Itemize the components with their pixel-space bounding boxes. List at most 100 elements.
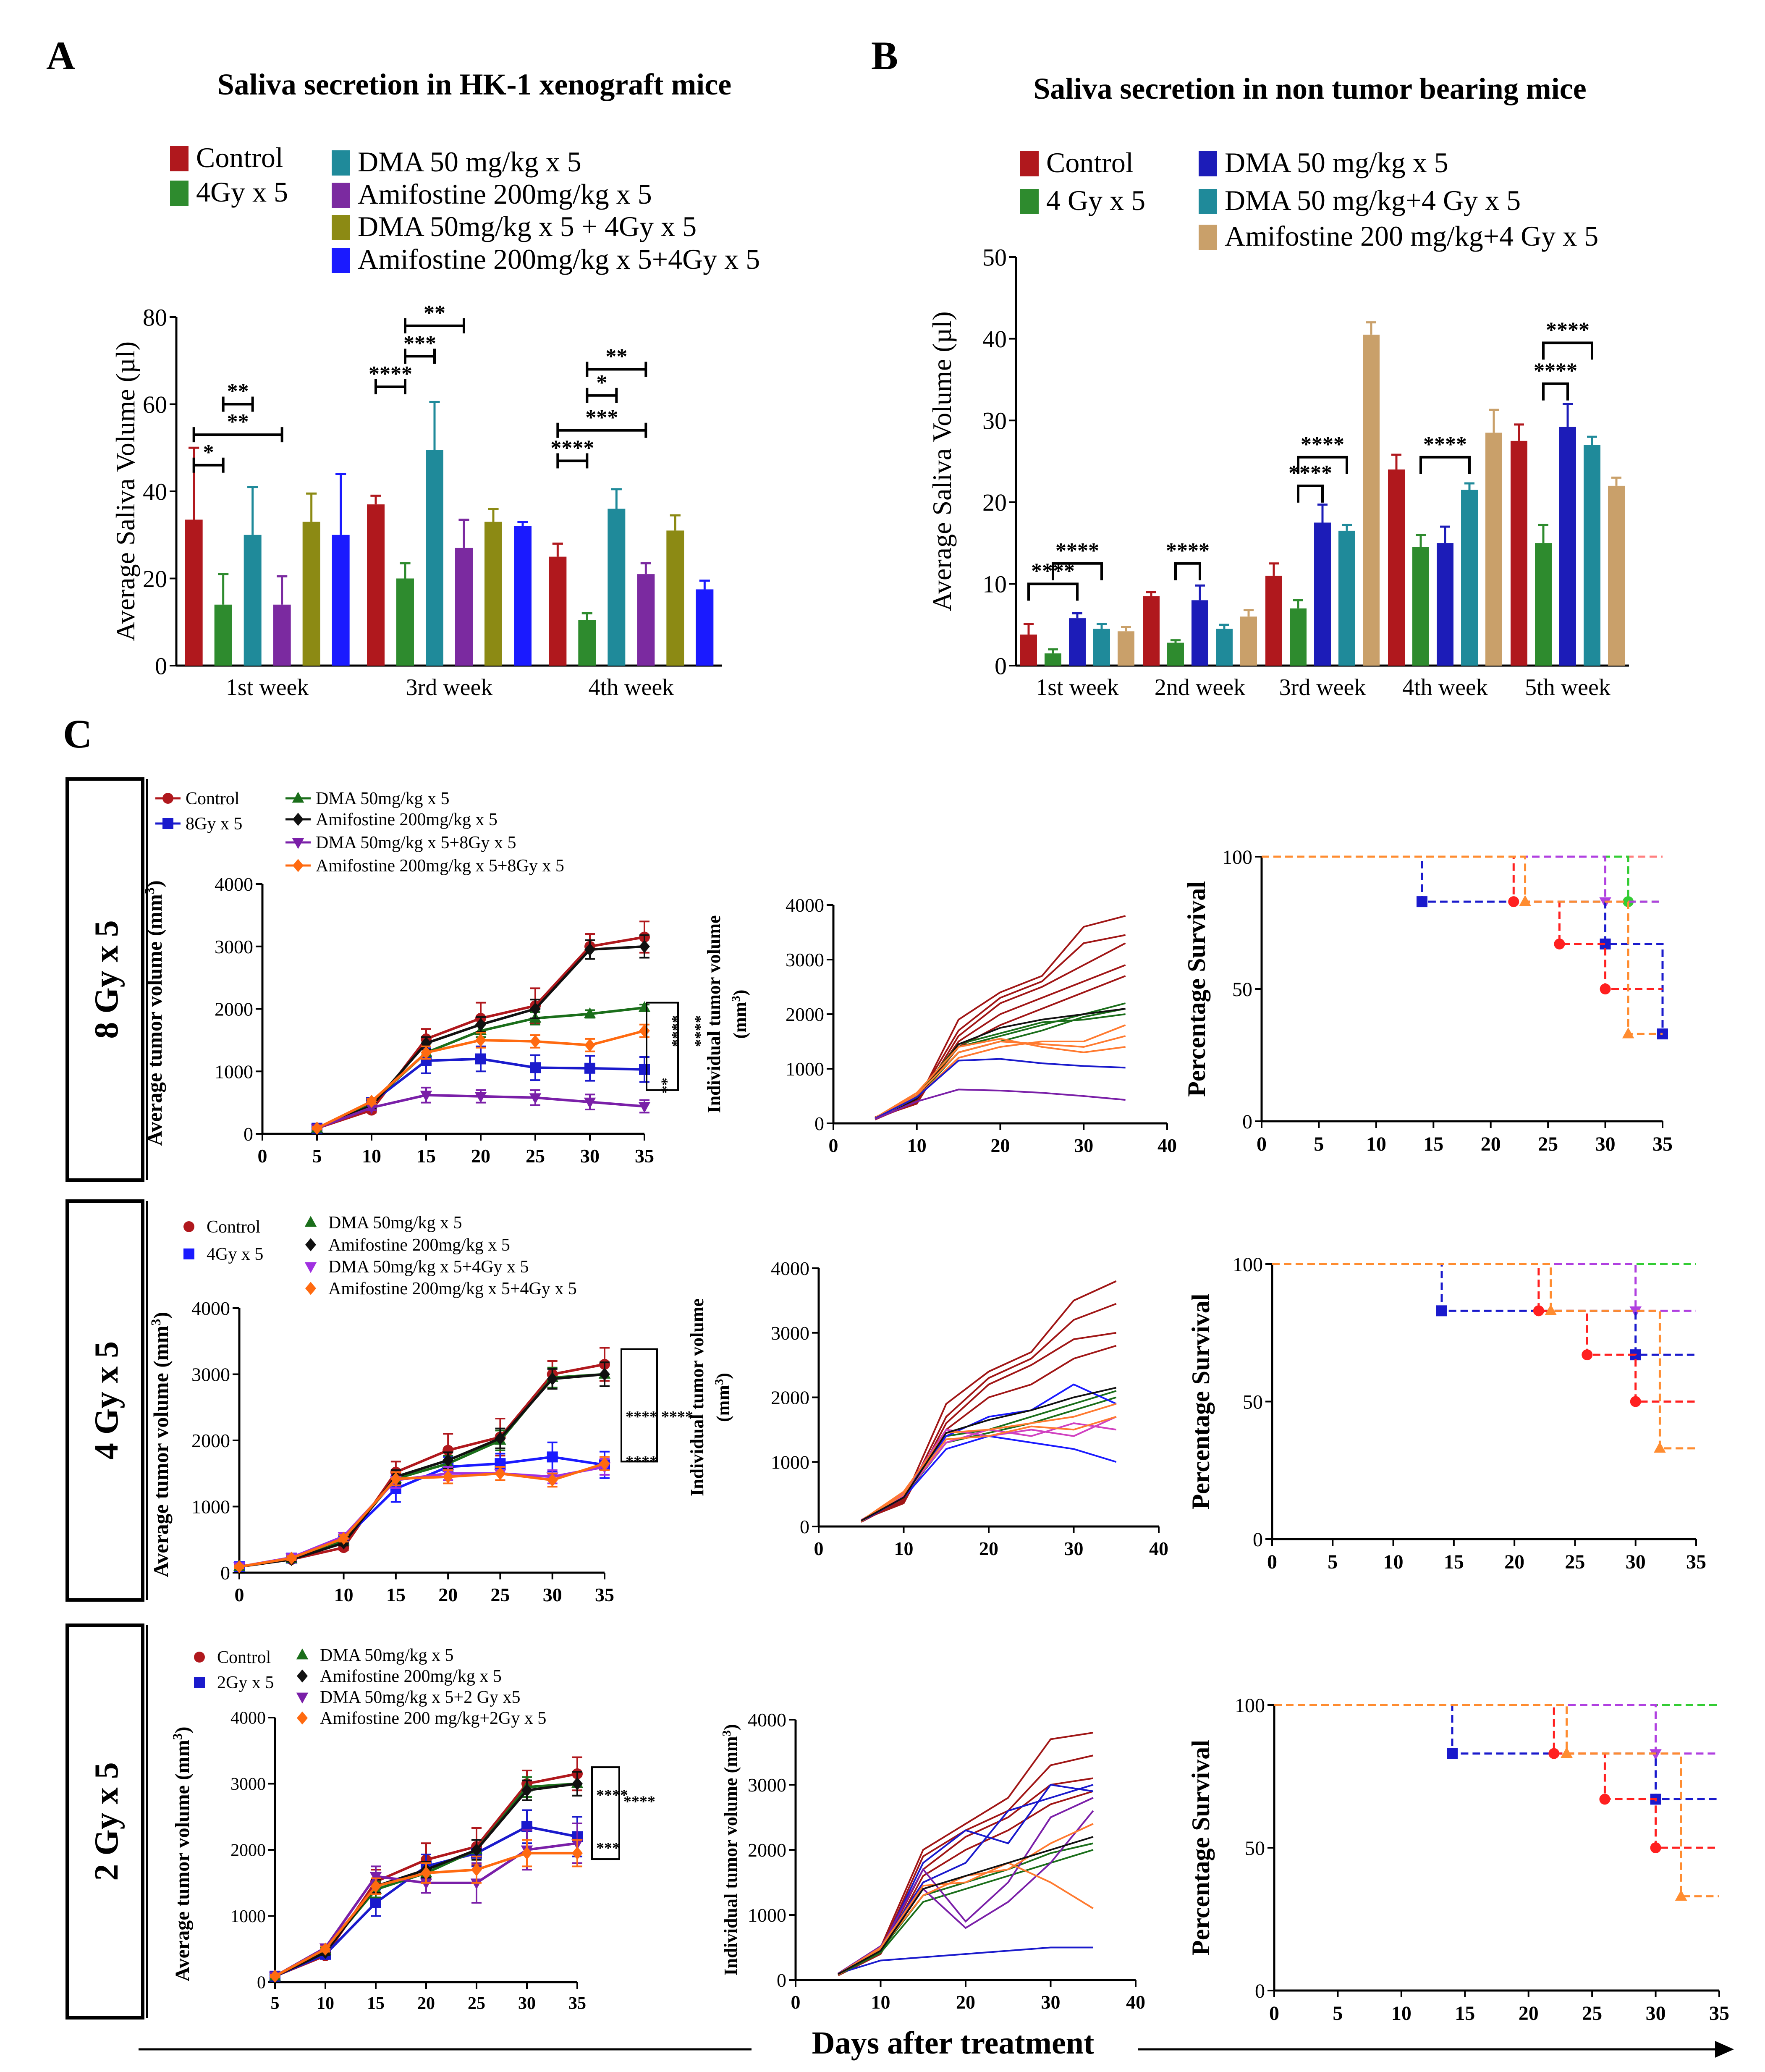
individual-tumor-chart-xtick-label: 30 — [1064, 1538, 1084, 1559]
bar-chart-ytick-label: 20 — [982, 489, 1007, 516]
legend-marker — [297, 1669, 308, 1683]
data-marker — [547, 1473, 558, 1487]
significance-label: ** — [605, 345, 627, 369]
significance-label: **** — [1166, 539, 1210, 563]
individual-line — [875, 1008, 1126, 1120]
significance-label: **** — [626, 1408, 657, 1426]
bar-chart-ytick-label: 0 — [155, 652, 167, 679]
avg-tumor-chart-xtick-label: 25 — [490, 1584, 510, 1605]
regimen-row-label: 8 Gy x 5 — [88, 920, 125, 1039]
individual-tumor-chart-ytick-label: 1000 — [748, 1904, 786, 1926]
data-marker — [529, 1093, 542, 1104]
survival-chart-xtick-label: 25 — [1582, 2002, 1602, 2025]
censor-marker — [1548, 1748, 1560, 1759]
survival-curve — [1272, 1263, 1696, 1403]
legend-swatch — [1020, 151, 1039, 176]
individual-tumor-chart-ytick-label: 1000 — [786, 1058, 824, 1080]
individual-line — [861, 1303, 1117, 1521]
legend-label: DMA 50mg/kg x 5 — [320, 1646, 454, 1665]
data-marker — [638, 1102, 651, 1113]
individual-line — [861, 1280, 1117, 1522]
legend-label: 4Gy x 5 — [196, 176, 288, 208]
survival-chart-ytick-label: 0 — [1253, 1529, 1263, 1551]
category-label: 4th week — [588, 674, 674, 700]
significance-label: **** — [687, 1015, 704, 1047]
individual-line — [838, 1836, 1094, 1975]
survival-chart-xtick-label: 5 — [1333, 2002, 1343, 2025]
data-marker — [369, 1872, 382, 1883]
legend-swatch — [1199, 189, 1217, 214]
legend-marker — [305, 1282, 316, 1295]
significance-label: **** — [1055, 539, 1099, 563]
bar-chart-ytick-label: 0 — [995, 652, 1007, 679]
bar — [514, 526, 532, 666]
legend-label: DMA 50 mg/kg x 5 — [358, 146, 581, 178]
chart-title: Saliva secretion in HK-1 xenograft mice — [217, 68, 731, 101]
avg-tumor-chart-xtick-label: 25 — [468, 1994, 485, 2013]
bar — [637, 574, 655, 666]
censor-marker — [1622, 1027, 1634, 1039]
avg-tumor-chart-xtick-label: 0 — [258, 1145, 267, 1167]
bar-chart-ytick-label: 80 — [143, 304, 167, 331]
avg-tumor-chart-ytick-label: 2000 — [230, 1841, 266, 1860]
data-marker — [320, 1942, 331, 1956]
category-label: 1st week — [226, 674, 309, 700]
avg-tumor-chart-xtick-label: 30 — [543, 1584, 562, 1605]
significance-label: **** — [550, 436, 594, 460]
individual-tumor-chart-ytick-label: 4000 — [748, 1709, 786, 1731]
data-marker — [639, 940, 650, 953]
avg-tumor-chart-ytick-label: 1000 — [215, 1061, 253, 1082]
bar — [578, 620, 596, 666]
category-label: 5th week — [1525, 674, 1610, 700]
legend-label: DMA 50mg/kg x 5+8Gy x 5 — [316, 833, 516, 852]
survival-chart-ytick-label: 100 — [1235, 1694, 1265, 1717]
data-marker — [370, 1897, 381, 1908]
significance-label: **** — [1534, 359, 1577, 383]
individual-line — [861, 1332, 1117, 1521]
legend-marker — [194, 1652, 205, 1663]
individual-tumor-chart-xtick-label: 30 — [1041, 1991, 1061, 2013]
survival-chart-xtick-label: 15 — [1444, 1551, 1464, 1573]
data-marker — [366, 1095, 377, 1108]
significance-label: **** — [369, 362, 412, 386]
censor-marker — [1417, 896, 1427, 907]
legend-marker — [305, 1238, 316, 1251]
legend-swatch — [332, 215, 350, 240]
legend-label: DMA 50 mg/kg x 5 — [1225, 147, 1448, 178]
survival-chart-xtick-label: 15 — [1455, 2002, 1475, 2025]
legend-label: Control — [1046, 147, 1134, 178]
data-marker — [286, 1551, 297, 1565]
data-marker — [572, 1846, 583, 1860]
survival-chart-xtick-label: 20 — [1519, 2002, 1539, 2025]
significance-label: **** — [1423, 433, 1467, 456]
significance-label: **** — [1546, 318, 1590, 342]
legend-label: DMA 50mg/kg x 5 — [328, 1213, 462, 1233]
avg-tumor-chart-xtick-label: 20 — [471, 1145, 490, 1167]
data-marker — [584, 943, 595, 956]
legend-marker — [296, 1692, 309, 1704]
regimen-row-frame — [65, 777, 144, 1182]
y-axis-label: Percentage Survival — [1187, 1740, 1215, 1956]
survival-chart-xtick-label: 25 — [1538, 1133, 1558, 1155]
bar — [214, 604, 232, 666]
significance-box — [591, 1766, 620, 1860]
legend-label: Amifostine 200 mg/kg+2Gy x 5 — [320, 1709, 546, 1728]
bar — [1265, 575, 1282, 666]
series-line — [239, 1373, 605, 1568]
survival-curve — [1262, 855, 1663, 903]
legend-swatch — [1199, 151, 1217, 176]
individual-tumor-chart-ytick-label: 2000 — [771, 1387, 809, 1408]
survival-curve — [1274, 1704, 1719, 1755]
survival-chart-xtick-label: 15 — [1423, 1133, 1443, 1155]
legend-marker — [293, 813, 304, 826]
individual-line — [838, 1810, 1094, 1975]
individual-tumor-chart-xtick-label: 0 — [829, 1135, 838, 1156]
data-marker — [599, 1367, 610, 1381]
avg-tumor-chart-ytick-label: 1000 — [230, 1907, 266, 1926]
bar — [185, 519, 203, 666]
avg-tumor-chart-xtick-label: 30 — [580, 1145, 600, 1167]
data-marker — [521, 1846, 532, 1860]
legend-label: Amifostine 200mg/kg x 5 — [358, 178, 652, 210]
data-marker — [312, 1122, 322, 1135]
legend-marker — [183, 1248, 194, 1259]
